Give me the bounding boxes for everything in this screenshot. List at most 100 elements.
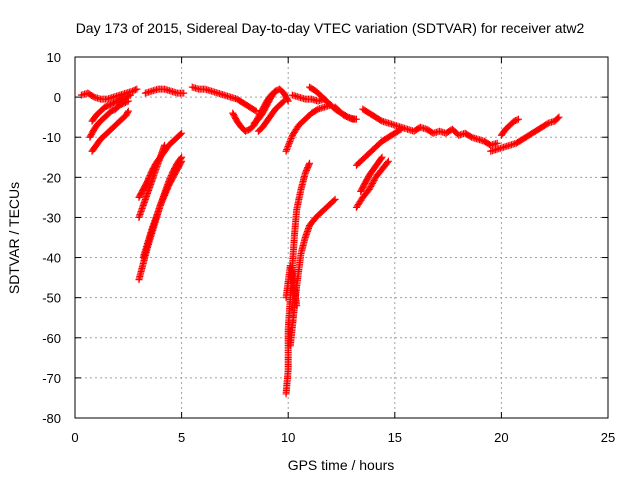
- data-point: [280, 97, 288, 105]
- data-point: [131, 86, 139, 94]
- y-tick-label: -10: [42, 130, 61, 145]
- data-point: [330, 197, 338, 205]
- data-point: [554, 114, 562, 122]
- y-tick-label: -70: [42, 371, 61, 386]
- series-arc10: [188, 83, 260, 115]
- data-point: [283, 144, 291, 152]
- series-arc13: [254, 97, 288, 135]
- series-arc3: [86, 97, 132, 141]
- y-tick-label: 0: [54, 90, 61, 105]
- data-point: [124, 107, 132, 115]
- series-arc9: [139, 157, 186, 262]
- data-point: [331, 195, 339, 203]
- data-point: [493, 139, 501, 147]
- series-arc22: [352, 125, 405, 169]
- data-point: [123, 98, 131, 106]
- data-point: [282, 147, 290, 155]
- data-point: [369, 178, 377, 186]
- data-point: [327, 101, 335, 109]
- data-point: [288, 133, 296, 141]
- data-point: [287, 134, 295, 142]
- data-point: [177, 159, 185, 167]
- data-point: [377, 154, 385, 162]
- series-arc21: [359, 105, 501, 149]
- series-arc23: [352, 157, 392, 211]
- data-point: [352, 115, 360, 123]
- series-arc2: [88, 91, 134, 125]
- data-point: [365, 185, 373, 193]
- data-point: [279, 98, 287, 106]
- data-point: [283, 96, 291, 104]
- x-tick-label: 25: [601, 430, 615, 445]
- data-point: [126, 91, 134, 99]
- data-point: [252, 107, 260, 115]
- data-point: [283, 146, 291, 154]
- data-point: [161, 141, 169, 149]
- data-point: [177, 130, 185, 138]
- series-arc7: [135, 141, 169, 221]
- y-tick-label: -20: [42, 170, 61, 185]
- data-point: [287, 136, 295, 144]
- data-point: [306, 159, 314, 167]
- x-tick-label: 15: [388, 430, 402, 445]
- data-point: [378, 153, 386, 161]
- series-arc12: [250, 85, 292, 127]
- data-point: [368, 179, 376, 187]
- data-point: [178, 129, 186, 137]
- y-tick-label: -60: [42, 331, 61, 346]
- data-point: [384, 157, 392, 165]
- data-point: [397, 125, 405, 133]
- data-point: [383, 159, 391, 167]
- data-point: [396, 126, 404, 134]
- axis-ticks: [74, 56, 609, 419]
- data-point: [133, 85, 141, 93]
- data-point: [251, 106, 259, 114]
- data-point: [124, 108, 132, 116]
- series-arc4: [88, 107, 132, 155]
- data-point: [305, 161, 313, 169]
- series-arc1: [77, 85, 141, 103]
- data-point: [367, 182, 375, 190]
- series-arc14: [288, 91, 328, 105]
- series-arc5: [141, 85, 188, 97]
- series-arc20: [286, 195, 339, 350]
- y-tick-label: -50: [42, 291, 61, 306]
- data-point: [555, 113, 563, 121]
- y-tick-label: -30: [42, 210, 61, 225]
- data-point: [370, 176, 378, 184]
- series-arc16: [282, 101, 335, 155]
- data-point: [368, 181, 376, 189]
- x-tick-label: 5: [178, 430, 185, 445]
- x-tick-label: 20: [494, 430, 508, 445]
- data-point: [513, 116, 521, 124]
- data-point: [514, 115, 522, 123]
- x-tick-label: 0: [71, 430, 78, 445]
- y-tick-label: -40: [42, 251, 61, 266]
- data-point: [178, 157, 186, 165]
- data-point: [286, 138, 294, 146]
- x-tick-labels: 0 5 10 15 20 25: [71, 430, 615, 445]
- series-arc24: [357, 153, 386, 195]
- series-arc26: [497, 115, 522, 139]
- series-arc17: [331, 103, 360, 123]
- series-arc25: [487, 113, 563, 155]
- data-point: [285, 139, 293, 147]
- data-point: [284, 142, 292, 150]
- x-tick-label: 10: [281, 430, 295, 445]
- y-tick-label: -80: [42, 411, 61, 426]
- data-point: [125, 92, 133, 100]
- data-point: [366, 184, 374, 192]
- y-axis-label: SDTVAR / TECUs: [6, 182, 22, 294]
- data-point: [180, 89, 188, 97]
- grid-lines: [75, 57, 608, 418]
- data-point: [124, 97, 132, 105]
- series-arc18: [282, 159, 314, 398]
- y-tick-labels: 10 0 -10 -20 -30 -40 -50 -60 -70 -80: [42, 50, 61, 426]
- data-point: [285, 141, 293, 149]
- chart-title: Day 173 of 2015, Sidereal Day-to-day VTE…: [76, 20, 585, 36]
- y-tick-label: 10: [47, 50, 61, 65]
- data-points: [77, 83, 563, 398]
- plot-frame: [74, 56, 609, 419]
- x-axis-label: GPS time / hours: [288, 457, 395, 473]
